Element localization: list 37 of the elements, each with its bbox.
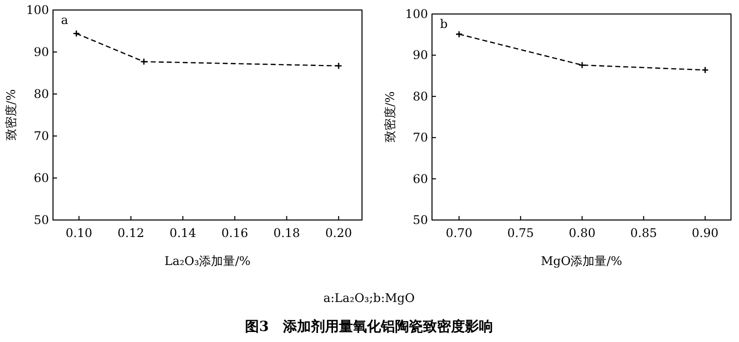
x-tick-label: 0.14 [169, 226, 197, 240]
point [334, 62, 342, 70]
text: a:La₂O₃;b:MgO [323, 291, 415, 305]
point [578, 61, 586, 69]
y-tick-label: 70 [34, 129, 49, 143]
y-tick-label: 70 [412, 130, 428, 145]
y-tick-label: 80 [412, 89, 428, 104]
point [72, 30, 80, 38]
x-tick-label: 0.70 [446, 226, 472, 240]
x-tick-label: 0.18 [273, 226, 300, 240]
x-tick-label: 0.20 [325, 226, 352, 240]
y-axis-title: 致密度/% [4, 89, 18, 141]
y-tick-label: 90 [34, 45, 49, 59]
annotation: b [440, 17, 448, 31]
x-axis-title: MgO添加量/% [540, 254, 622, 268]
y-tick-label: 60 [34, 171, 49, 185]
x-tick-label: 0.16 [221, 226, 248, 240]
text: 图3 添加剂用量氧化铝陶瓷致密度影响 [245, 318, 493, 335]
y-tick-label: 90 [412, 48, 428, 62]
y-tick-label: 100 [26, 3, 49, 17]
point [702, 66, 709, 74]
y-axis-title: 致密度/% [383, 91, 397, 143]
point [140, 58, 148, 66]
annotation: a [61, 13, 68, 27]
x-tick-label: 0.12 [118, 226, 144, 240]
x-tick-label: 0.80 [568, 226, 596, 240]
y-tick-label: 60 [412, 172, 428, 186]
x-tick-label: 0.90 [692, 226, 719, 240]
y-tick-label: 100 [405, 7, 428, 21]
point [455, 30, 463, 38]
y-tick-label: 80 [34, 87, 49, 101]
x-tick-label: 0.85 [630, 226, 657, 240]
x-axis-title: La₂O₃添加量/% [164, 254, 251, 268]
x-tick-label: 0.10 [66, 226, 92, 240]
y-tick-label: 50 [412, 213, 428, 227]
y-tick-label: 50 [34, 213, 49, 227]
x-tick-label: 0.75 [507, 226, 534, 240]
